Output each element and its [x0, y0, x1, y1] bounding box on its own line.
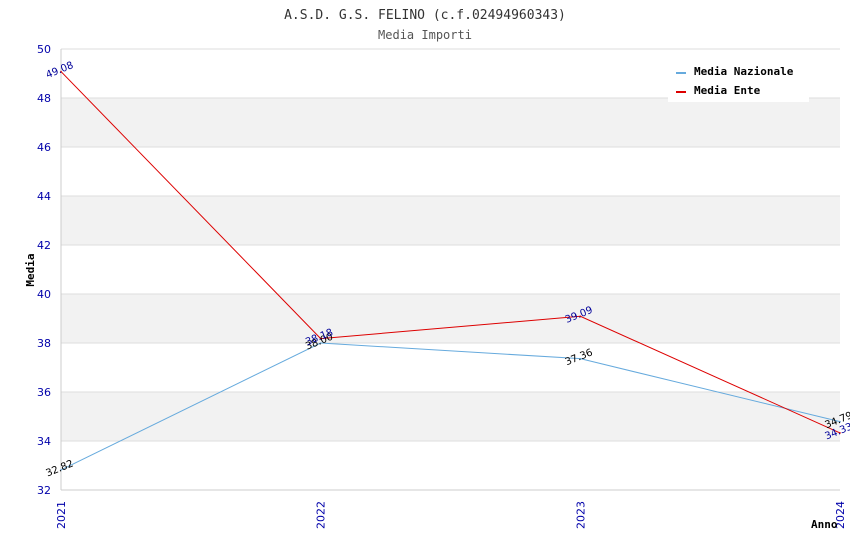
series-lines	[60, 70, 841, 471]
data-point	[579, 315, 582, 318]
data-label: 37.36	[564, 347, 595, 368]
y-tick-labels: 32 34 36 38 40 42 44 46 48 50	[37, 43, 51, 497]
y-tick-label: 40	[37, 288, 51, 301]
plot-band	[61, 392, 840, 441]
legend-label-media-ente: Media Ente	[694, 84, 761, 97]
data-point	[60, 70, 62, 73]
plot-band	[61, 98, 840, 147]
data-label: 32.82	[44, 458, 75, 479]
x-tick-label: 2021	[55, 501, 68, 529]
grid-lines	[61, 48, 840, 491]
plot-band	[61, 196, 840, 245]
data-point	[579, 357, 582, 360]
y-tick-label: 34	[37, 435, 51, 448]
plot-band	[61, 294, 840, 343]
y-tick-label: 44	[37, 190, 51, 203]
data-point	[839, 432, 841, 434]
y-tick-label: 32	[37, 484, 51, 497]
data-point	[60, 469, 62, 471]
axes	[60, 49, 840, 491]
y-axis-label: Media	[24, 253, 37, 286]
y-tick-label: 42	[37, 239, 51, 252]
x-axis-label: Anno	[811, 518, 838, 531]
series-line-media-nazionale	[60, 342, 841, 471]
legend-label-media-nazionale: Media Nazionale	[694, 65, 794, 78]
y-tick-label: 50	[37, 43, 51, 56]
y-tick-label: 46	[37, 141, 51, 154]
chart-title: A.S.D. G.S. FELINO (c.f.02494960343)	[284, 8, 566, 23]
x-tick-label: 2022	[315, 501, 328, 529]
x-tick-labels: 2021 2022 2023 2024	[55, 501, 847, 529]
data-point	[839, 420, 841, 423]
data-label: 49.08	[44, 60, 75, 81]
data-point	[319, 342, 322, 344]
plot-bands	[61, 98, 840, 441]
legend-background	[668, 58, 809, 102]
y-tick-label: 38	[37, 337, 51, 350]
x-tick-label: 2023	[574, 501, 587, 529]
series-line-media-ente	[60, 71, 841, 434]
y-tick-label: 36	[37, 386, 51, 399]
y-tick-label: 48	[37, 92, 51, 105]
chart-subtitle: Media Importi	[378, 28, 472, 42]
x-tick-label: 2024	[834, 501, 847, 529]
legend: Media Nazionale Media Ente	[668, 58, 809, 102]
data-point	[319, 337, 322, 340]
